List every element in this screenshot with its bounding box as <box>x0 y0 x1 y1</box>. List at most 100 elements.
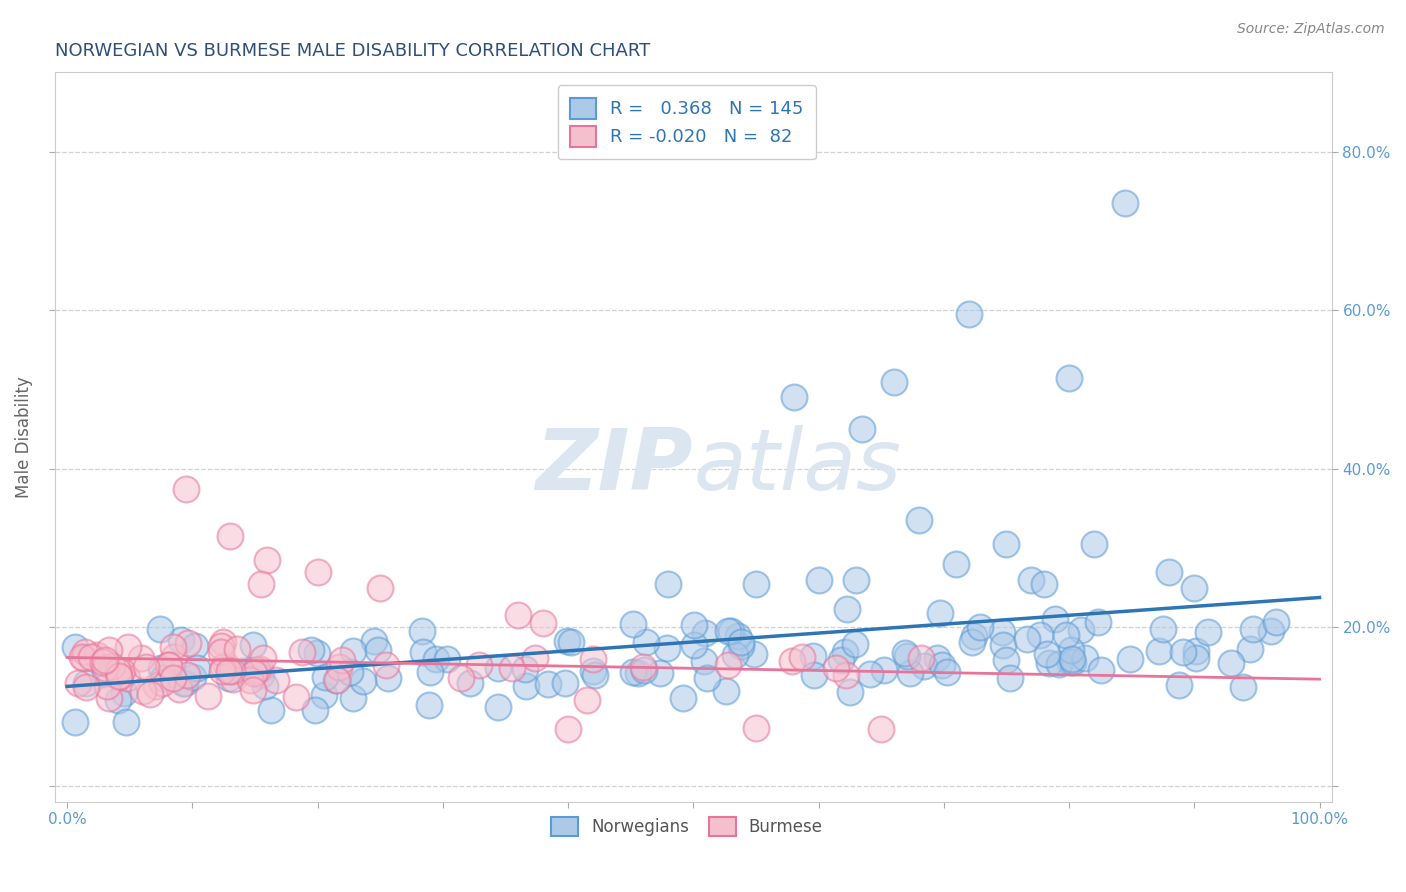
Point <box>745 576 768 591</box>
Point <box>730 639 752 653</box>
Point <box>377 672 399 686</box>
Point <box>80 649 103 664</box>
Point <box>929 606 952 620</box>
Point <box>693 654 716 668</box>
Point <box>330 653 353 667</box>
Point <box>305 646 328 660</box>
Point <box>560 635 582 649</box>
Point <box>883 375 905 389</box>
Point <box>339 665 361 680</box>
Point <box>100 658 122 673</box>
Point <box>93 653 115 667</box>
Point <box>218 671 240 685</box>
Point <box>554 676 576 690</box>
Point <box>150 676 173 690</box>
Point <box>536 677 558 691</box>
Point <box>284 690 307 704</box>
Legend: Norwegians, Burmese: Norwegians, Burmese <box>543 808 831 845</box>
Point <box>325 673 347 687</box>
Point <box>1152 622 1174 636</box>
Text: ZIP: ZIP <box>536 425 693 508</box>
Point <box>209 639 232 653</box>
Point <box>1057 370 1080 384</box>
Point <box>845 573 868 587</box>
Point <box>633 664 655 678</box>
Point <box>1219 656 1241 670</box>
Point <box>418 698 440 712</box>
Point <box>307 565 329 579</box>
Point <box>1197 625 1219 640</box>
Point <box>636 634 658 648</box>
Point <box>803 668 825 682</box>
Point <box>162 640 184 655</box>
Point <box>910 650 932 665</box>
Point <box>107 664 129 678</box>
Point <box>86 648 108 663</box>
Point <box>259 703 281 717</box>
Point <box>991 638 1014 652</box>
Point <box>328 660 350 674</box>
Point <box>152 671 174 685</box>
Point <box>65 640 87 655</box>
Point <box>111 665 134 679</box>
Point <box>1168 678 1191 692</box>
Point <box>115 671 138 685</box>
Point <box>807 573 830 587</box>
Point <box>132 684 155 698</box>
Point <box>935 665 957 679</box>
Point <box>657 641 679 656</box>
Point <box>925 651 948 665</box>
Point <box>314 669 336 683</box>
Point <box>1182 581 1205 595</box>
Point <box>299 642 322 657</box>
Point <box>696 671 718 685</box>
Point <box>834 645 856 659</box>
Point <box>242 638 264 652</box>
Point <box>209 645 232 659</box>
Point <box>1062 655 1084 669</box>
Point <box>1073 651 1095 665</box>
Point <box>896 648 918 663</box>
Point <box>1017 632 1039 646</box>
Point <box>135 660 157 674</box>
Point <box>176 667 198 681</box>
Point <box>717 624 740 638</box>
Point <box>243 666 266 681</box>
Point <box>1114 196 1136 211</box>
Point <box>177 636 200 650</box>
Point <box>1070 623 1092 637</box>
Point <box>723 648 745 662</box>
Point <box>75 676 97 690</box>
Point <box>960 634 983 648</box>
Point <box>184 639 207 653</box>
Point <box>75 680 97 694</box>
Point <box>1184 651 1206 665</box>
Point <box>342 691 364 706</box>
Point <box>75 645 97 659</box>
Point <box>631 660 654 674</box>
Point <box>150 661 173 675</box>
Point <box>256 553 278 567</box>
Point <box>170 632 193 647</box>
Point <box>181 670 204 684</box>
Point <box>186 661 208 675</box>
Point <box>243 663 266 677</box>
Point <box>66 676 89 690</box>
Point <box>138 687 160 701</box>
Point <box>835 602 858 616</box>
Point <box>467 658 489 673</box>
Point <box>870 722 893 736</box>
Point <box>94 661 117 675</box>
Point <box>683 618 706 632</box>
Point <box>1265 615 1288 629</box>
Point <box>352 673 374 688</box>
Text: Source: ZipAtlas.com: Source: ZipAtlas.com <box>1237 22 1385 37</box>
Point <box>1184 644 1206 658</box>
Point <box>458 676 481 690</box>
Point <box>246 663 269 677</box>
Point <box>782 390 804 404</box>
Point <box>720 624 742 638</box>
Point <box>957 307 980 321</box>
Text: NORWEGIAN VS BURMESE MALE DISABILITY CORRELATION CHART: NORWEGIAN VS BURMESE MALE DISABILITY COR… <box>55 42 650 60</box>
Point <box>1038 656 1060 670</box>
